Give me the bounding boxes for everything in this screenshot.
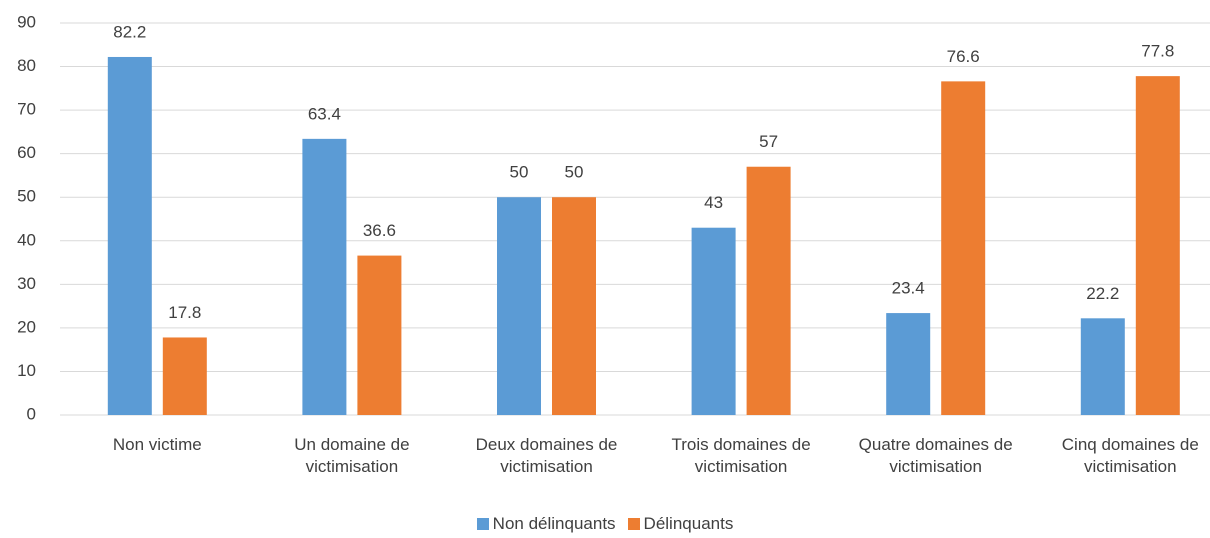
data-label: 63.4 <box>308 104 341 123</box>
bar <box>746 166 791 415</box>
legend-swatch <box>476 518 489 530</box>
legend-label: Non délinquants <box>492 514 616 533</box>
bar <box>1135 76 1180 415</box>
legend-item: Non délinquants <box>476 514 616 534</box>
x-tick-label: Un domaine de victimisation <box>294 435 410 476</box>
legend: Non délinquants Délinquants <box>0 514 1210 534</box>
bar <box>941 81 986 415</box>
bar <box>886 313 931 415</box>
bar <box>357 255 402 415</box>
y-tick-label: 0 <box>27 404 36 423</box>
bar <box>302 138 347 415</box>
y-tick-label: 20 <box>17 317 36 336</box>
bar <box>497 197 541 415</box>
data-label: 43 <box>704 193 723 212</box>
data-label: 76.6 <box>947 47 980 66</box>
y-tick-label: 50 <box>17 187 36 206</box>
bar <box>162 337 207 415</box>
y-tick-label: 40 <box>17 230 36 249</box>
y-tick-label: 70 <box>17 100 36 119</box>
x-tick-label: Deux domaines de victimisation <box>475 435 618 476</box>
legend-item: Délinquants <box>627 514 734 534</box>
bar <box>107 56 152 416</box>
bar <box>552 197 596 415</box>
x-tick-label: Non victime <box>112 435 202 454</box>
data-label: 22.2 <box>1086 284 1119 303</box>
legend-swatch <box>627 518 640 530</box>
y-tick-label: 80 <box>17 56 36 75</box>
data-label: 57 <box>759 132 778 151</box>
x-tick-label: Quatre domaines de victimisation <box>858 435 1013 476</box>
y-tick-label: 60 <box>17 143 36 162</box>
data-label: 17.8 <box>168 303 201 322</box>
data-label: 50 <box>565 163 584 182</box>
data-label: 23.4 <box>892 279 925 298</box>
y-tick-label: 90 <box>17 12 36 31</box>
data-label: 36.6 <box>363 221 396 240</box>
y-tick-label: 30 <box>17 274 36 293</box>
x-tick-label: Cinq domaines de victimisation <box>1061 435 1199 476</box>
legend-label: Délinquants <box>643 514 734 533</box>
y-tick-label: 10 <box>17 361 36 380</box>
bar <box>691 227 736 415</box>
data-label: 50 <box>510 163 529 182</box>
data-label: 82.2 <box>113 22 146 41</box>
data-label: 77.8 <box>1141 42 1174 61</box>
bar <box>1080 318 1125 415</box>
x-tick-label: Trois domaines de victimisation <box>671 435 811 476</box>
